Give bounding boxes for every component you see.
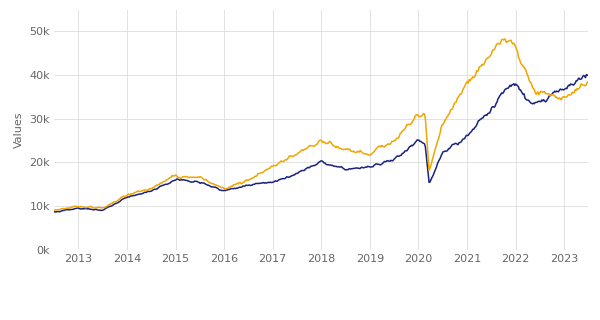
Line: Axis Focused 25 Fund – Regular Plan – Growth
Option: Axis Focused 25 Fund – Regular Plan – Gr…	[54, 39, 587, 210]
Y-axis label: Values: Values	[14, 111, 23, 148]
Line: NIFTY 50 TRI: NIFTY 50 TRI	[54, 75, 587, 212]
